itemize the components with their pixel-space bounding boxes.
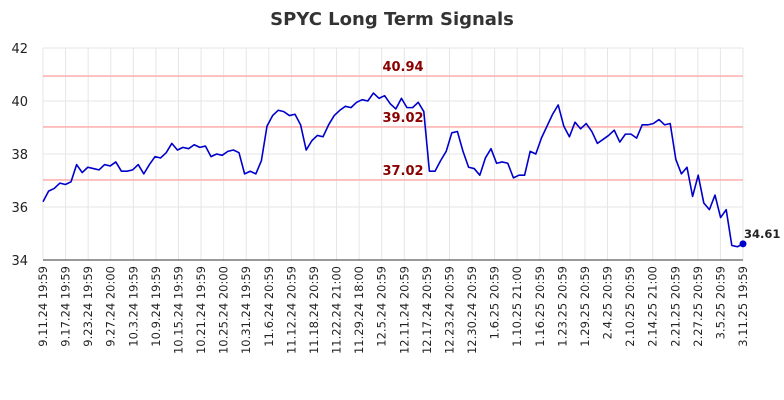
x-tick-label: 2.4.25 20:59 <box>601 266 615 339</box>
x-tick-label: 1.16.25 20:59 <box>533 266 547 347</box>
x-tick-label: 12.5.24 20:59 <box>375 266 389 347</box>
x-tick-label: 9.27.24 20:00 <box>104 266 118 347</box>
x-tick-label: 10.15.24 19:59 <box>171 266 185 354</box>
x-tick-label: 10.25.24 20:00 <box>217 266 231 354</box>
x-tick-label: 9.23.24 19:59 <box>81 266 95 347</box>
x-tick-label: 9.17.24 19:59 <box>59 266 73 347</box>
x-tick-label: 11.22.24 21:00 <box>330 266 344 354</box>
x-tick-label: 12.17.24 20:59 <box>420 266 434 354</box>
x-tick-label: 2.10.25 20:59 <box>623 266 637 347</box>
x-tick-label: 10.9.24 19:59 <box>149 266 163 347</box>
x-tick-label: 2.27.25 20:59 <box>691 266 705 347</box>
reference-line-label: 39.02 <box>382 111 423 126</box>
x-tick-label: 12.23.24 20:59 <box>442 266 456 354</box>
x-tick-label: 12.30.24 20:59 <box>465 266 479 354</box>
y-tick-label: 36 <box>11 201 28 216</box>
y-tick-label: 34 <box>11 254 28 269</box>
reference-line-label: 37.02 <box>382 164 423 179</box>
x-tick-label: 1.10.25 21:00 <box>510 266 524 347</box>
x-tick-label: 1.6.25 20:59 <box>488 266 502 339</box>
x-tick-label: 12.11.24 20:59 <box>397 266 411 354</box>
chart-title: SPYC Long Term Signals <box>270 9 514 30</box>
x-tick-label: 1.29.25 20:59 <box>578 266 592 347</box>
x-tick-label: 11.29.24 18:00 <box>352 266 366 354</box>
x-tick-label: 10.21.24 19:59 <box>194 266 208 354</box>
x-tick-label: 11.18.24 20:59 <box>307 266 321 354</box>
x-tick-label: 1.23.25 20:59 <box>555 266 569 347</box>
x-tick-label: 10.31.24 19:59 <box>239 266 253 354</box>
y-tick-label: 40 <box>11 95 28 110</box>
x-tick-label: 3.11.25 19:59 <box>736 266 750 347</box>
last-value-marker <box>739 240 747 248</box>
x-tick-label: 2.14.25 21:00 <box>646 266 660 347</box>
reference-line-label: 40.94 <box>382 60 423 75</box>
x-tick-label: 11.6.24 20:59 <box>262 266 276 347</box>
x-tick-label: 2.21.25 20:59 <box>668 266 682 347</box>
y-tick-label: 38 <box>11 148 28 163</box>
price-series-line <box>42 92 744 248</box>
last-value-label: 34.61 <box>744 227 780 241</box>
x-tick-label: 9.11.24 19:59 <box>36 266 50 347</box>
x-tick-label: 11.12.24 20:59 <box>284 266 298 354</box>
y-tick-label: 42 <box>11 42 28 57</box>
x-tick-label: 3.5.25 20:59 <box>713 266 727 339</box>
x-tick-label: 10.3.24 19:59 <box>126 266 140 347</box>
